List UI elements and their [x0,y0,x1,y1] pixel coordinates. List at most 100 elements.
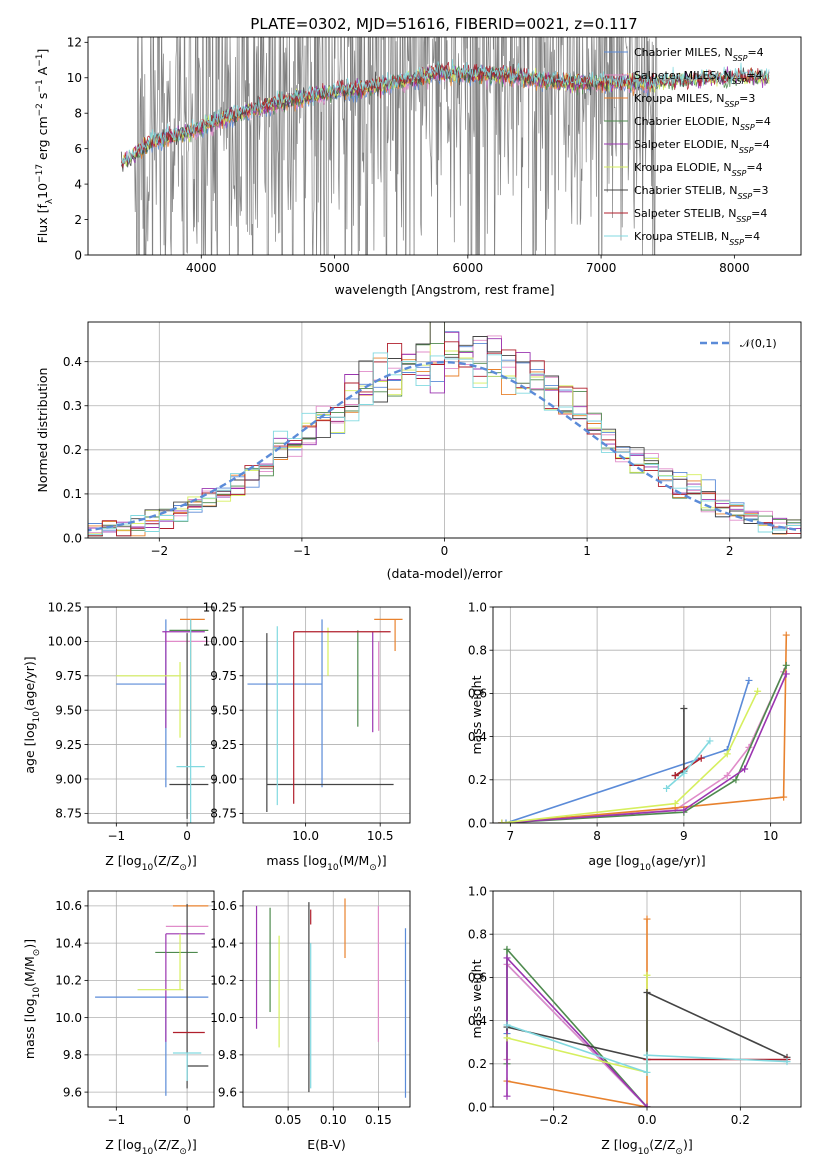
marker-salpeter_elodie [680,806,688,814]
label-part: E(B-V) [307,1137,346,1152]
label-part: erg cm [35,116,50,164]
label-part: 10 [35,183,50,199]
y-tick: 10.25 [48,600,88,614]
point-salpeter_elodie [162,631,205,729]
legend-sub: SSP [732,77,747,86]
series-kroupa_miles-line [501,635,788,823]
y-tick: 0.8 [468,928,493,942]
x-tick-label: 0 [441,544,449,558]
label-part: (Z/Z [153,853,179,868]
weight_vs_age-ylabel: mass weight [469,675,484,754]
legend-label-chabrier_stelib: Chabrier STELIB, NSSP=3 [634,184,768,201]
mass_vs_ebv-plot [255,898,407,1098]
y-tick: 9.25 [55,738,88,752]
marker-chabrier_stelib [680,705,688,713]
y-tick-label: 0.2 [63,443,82,457]
y-tick: 0.4 [468,730,493,744]
mass_vs_ebv-xlabel: E(B-V) [307,1137,346,1152]
y-tick: 0.2 [468,1057,493,1071]
legend-value: =3 [752,184,768,197]
marker-salpeter_elodie [503,954,511,962]
y-tick: 9.8 [218,1048,243,1062]
y-tick: 8.75 [55,807,88,821]
y-tick: 0.1 [63,487,88,501]
point-chabrier_stelib [266,633,394,812]
label-part: −1 [35,54,45,67]
y-tick-label: 9.8 [218,1048,237,1062]
mass_vs_z-ylabel: mass [log10(M/M⊙)] [22,939,42,1059]
x-tick: 10 [763,823,778,843]
weight_vs_z-ylabel: mass weight [469,959,484,1038]
legend-label-chabrier_miles: Chabrier MILES, NSSP=4 [634,46,764,63]
marker-kroupa_stelib [706,737,714,745]
x-tick: 2 [726,538,734,558]
y-tick-label: 9.75 [210,669,237,683]
weight_vs_age-xlabel: age [log10(age/yr)] [588,853,705,873]
y-tick-label: 1.0 [468,884,487,898]
weight_vs_z-plot [503,915,791,1107]
x-tick-label: −1 [107,829,125,843]
legend-value: =4 [744,230,760,243]
label-part: 10 [640,863,652,873]
y-tick-label: 0.3 [63,399,82,413]
y-tick-label: 10.2 [55,974,82,988]
series-chabrier_miles-line [505,680,750,823]
age_vs_z-axes: −1 0 8.75 9.00 9.25 9.50 9.75 10.00 10.25 [48,600,214,843]
y-tick-label: 1.0 [468,600,487,614]
legend-value: =3 [739,92,755,105]
y-tick: 0.0 [63,531,88,545]
x-tick: −1 [107,823,125,843]
y-tick: 0.4 [468,1014,493,1028]
marker-chabrier_elodie [503,945,511,953]
figure-title: PLATE=0302, MJD=51616, FIBERID=0021, z=0… [250,15,637,33]
y-tick-label: 0.0 [468,816,487,830]
y-tick: 12 [67,36,88,50]
legend-value: =4 [747,46,763,59]
x-tick-label: −0.2 [539,1113,568,1127]
marker-kroupa_elodie [754,687,762,695]
spectrum-xlabel: wavelength [Angstrom, rest frame] [334,282,554,297]
label-part: 10 [638,1147,650,1157]
y-tick: 10.2 [210,974,243,988]
point-chabrier_miles [116,619,167,788]
legend-label-salpeter_stelib: Salpeter STELIB, NSSP=4 [634,207,767,224]
y-tick-label: 0 [74,248,82,262]
mass_vs_z-axes: −1 0 9.6 9.8 10.0 10.2 10.4 10.6 [55,891,214,1127]
legend-label-salpeter_elodie: Salpeter ELODIE, NSSP=4 [634,138,770,155]
label-part: −17 [35,164,45,183]
label-part: s [35,93,50,104]
y-tick-label: 9.00 [210,772,237,786]
y-tick-label: 9.50 [210,703,237,717]
y-tick-label: 9.25 [55,738,82,752]
legend-text: Salpeter STELIB, N [634,207,736,220]
legend-value: =4 [746,69,762,82]
y-tick-label: 0.1 [63,487,82,501]
legend-text: Kroupa MILES, N [634,92,724,105]
x-tick: 0 [441,538,449,558]
x-tick-label: 1 [583,544,591,558]
label-part: age [log [588,853,639,868]
x-tick-label: 7000 [586,261,617,275]
spectrum-ylabel: Flux [fλ10−17 erg cm−2 s−1 A−1] [35,49,55,244]
x-tick-label: 0.0 [637,1113,656,1127]
x-tick: 8000 [719,255,750,275]
y-tick-label: 9.25 [210,738,237,752]
y-tick: 9.50 [210,703,243,717]
legend-sub: SSP [738,192,753,201]
label-part: 10 [32,987,42,999]
mass_vs_z-frame [87,890,215,1108]
y-tick: 10.0 [55,1011,88,1025]
x-tick: 5000 [319,255,350,275]
legend-label-kroupa_miles: Kroupa MILES, NSSP=3 [634,92,755,109]
age_vs_mass-frame [242,606,411,824]
y-tick-label: 9.00 [55,772,82,786]
y-tick-label: 4 [74,177,82,191]
marker-kroupa_elodie [503,1034,511,1042]
y-tick: 0.3 [63,399,88,413]
label-part: )] [187,1137,197,1152]
marker-kroupa_stelib [503,1021,511,1029]
x-tick-label: 0.2 [731,1113,750,1127]
y-tick: 1.0 [468,600,493,614]
x-tick: 0.0 [637,1107,657,1127]
legend-text: Chabrier MILES, N [634,46,733,59]
